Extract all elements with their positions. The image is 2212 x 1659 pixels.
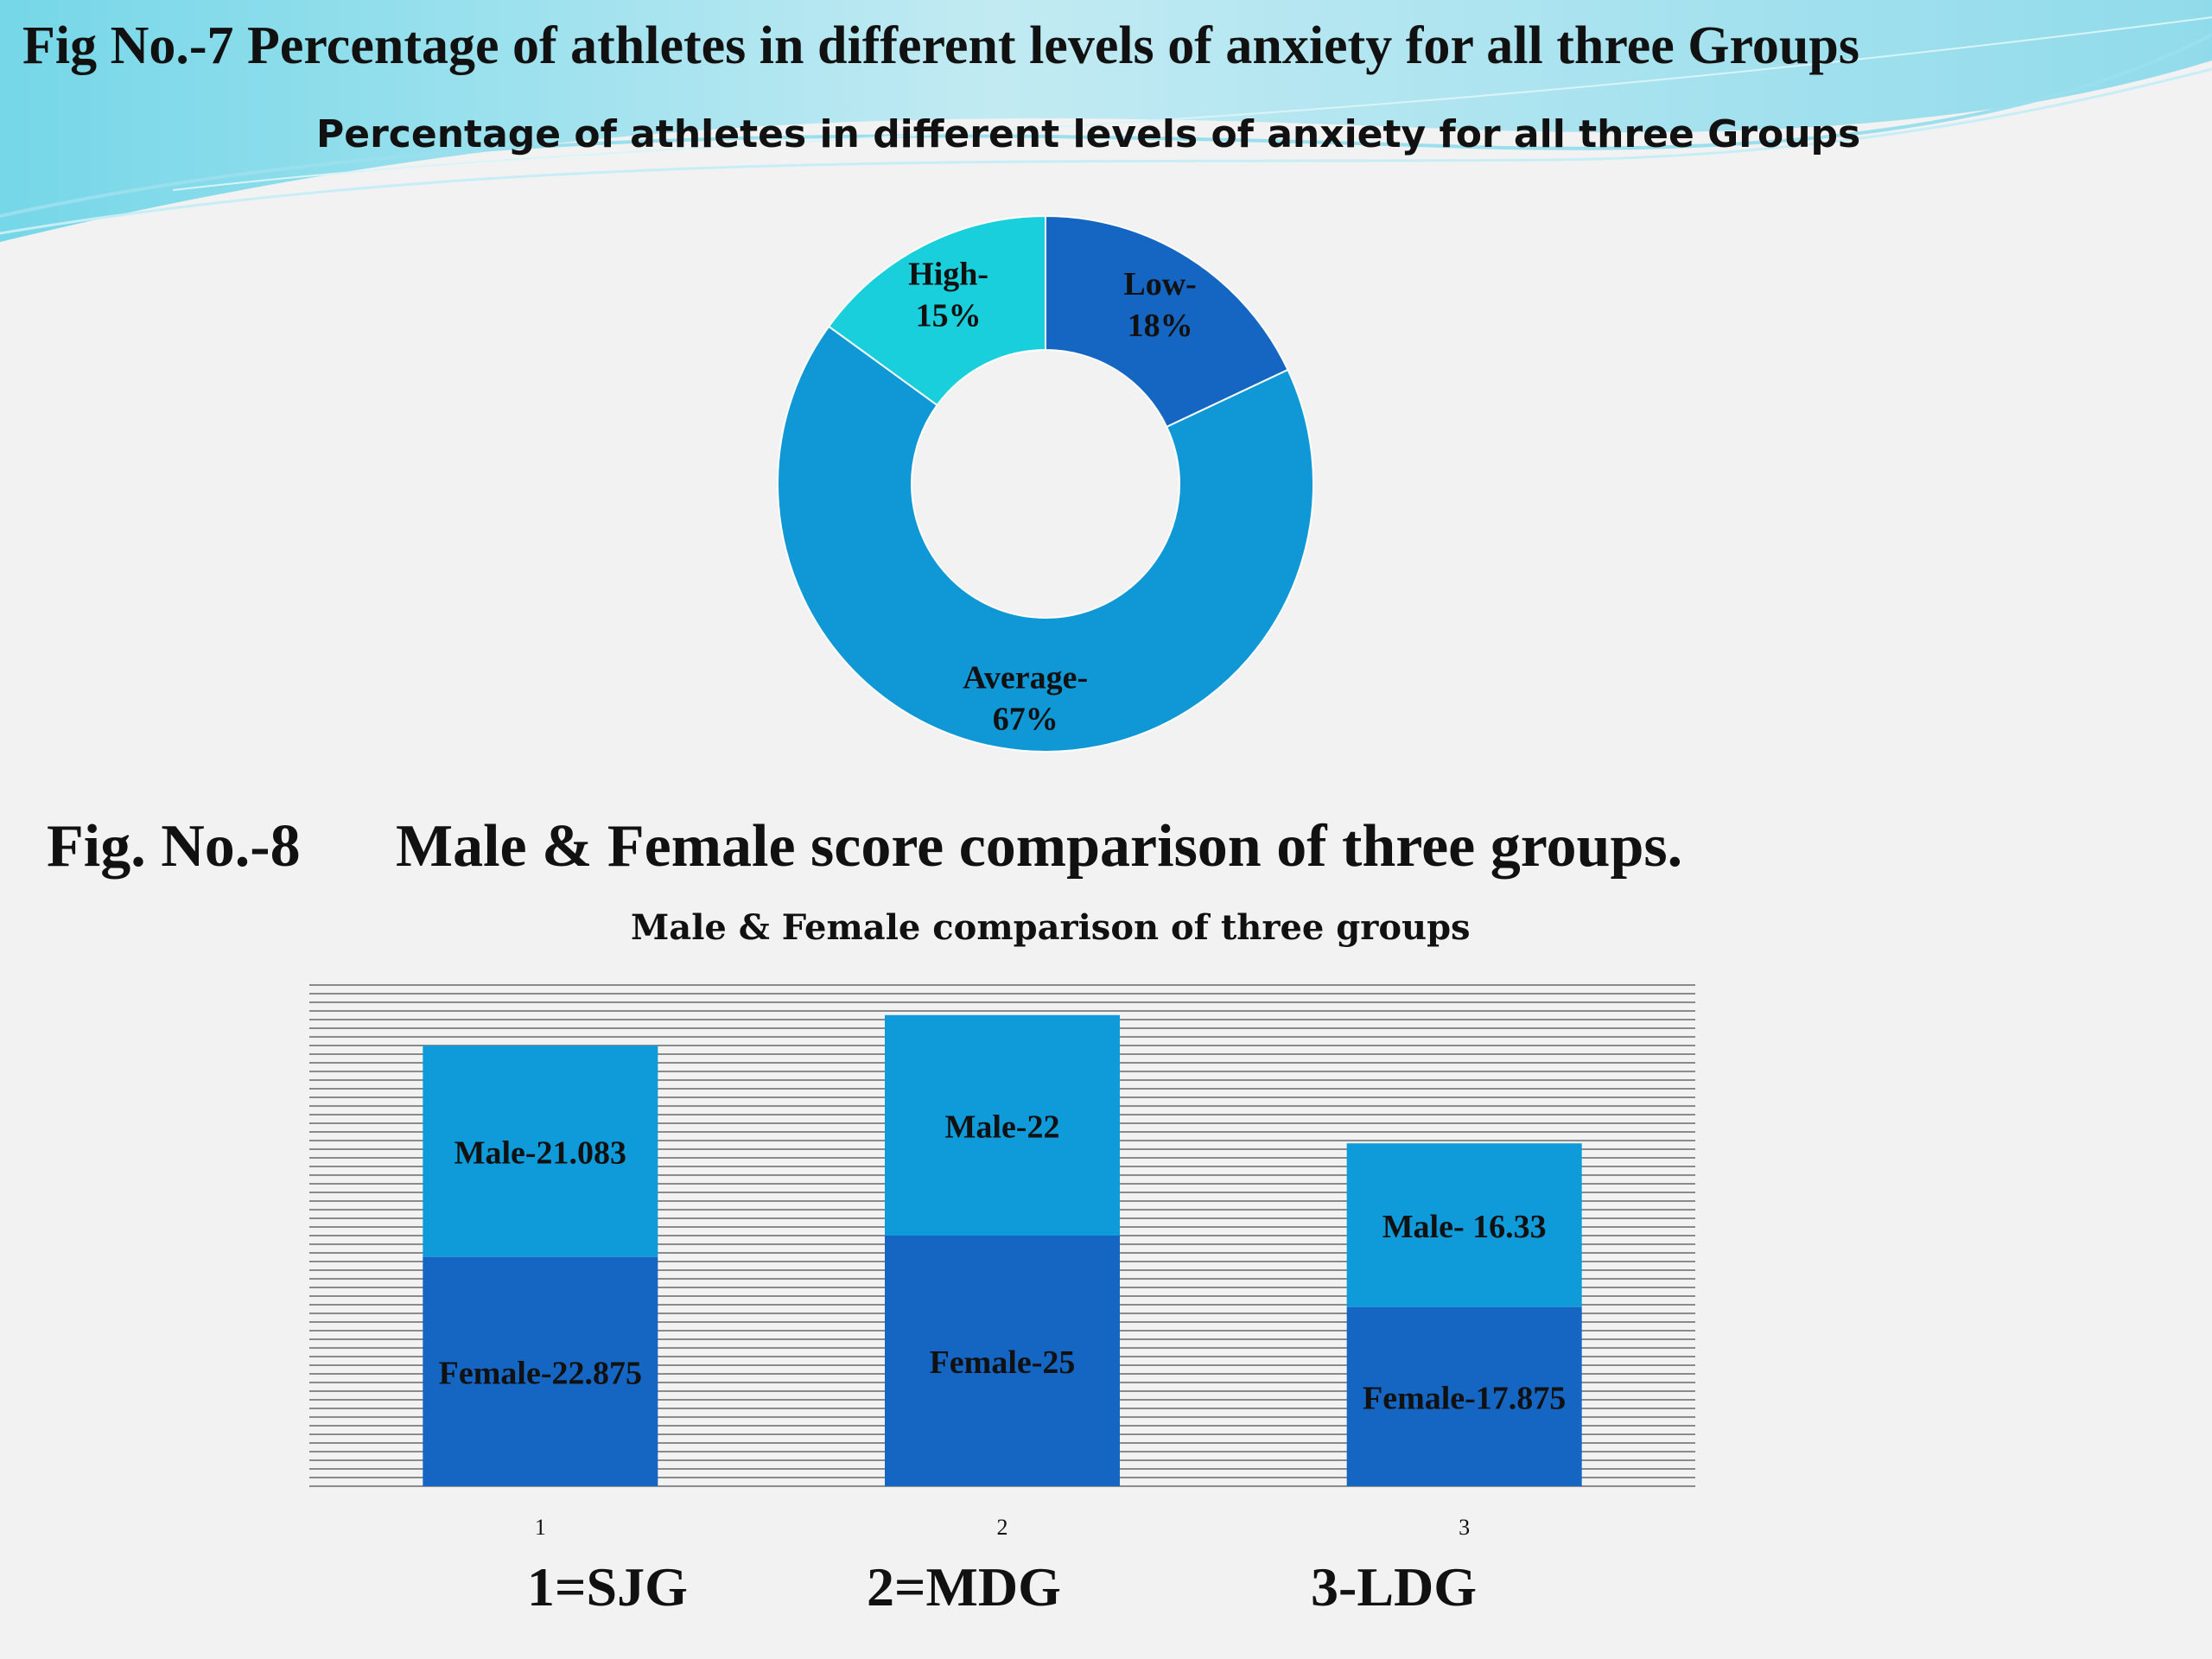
group-legend-2: 2=MDG: [867, 1556, 1061, 1618]
bar-male-3: [1346, 1143, 1582, 1307]
bar-female-3: [1346, 1306, 1582, 1486]
donut-chart-title: Percentage of athletes in different leve…: [316, 112, 1861, 156]
donut-slice-value: 67%: [993, 701, 1058, 737]
x-tick-label: 2: [997, 1515, 1008, 1540]
bar-chart-title: Male & Female comparison of three groups: [631, 907, 1471, 948]
group-legend-1: 1=SJG: [527, 1556, 688, 1618]
donut-slice-high: [827, 214, 1046, 407]
donut-slice-average: [777, 325, 1314, 753]
stacked-bar-chart: Female-22.875 Male-21.083 1 Female-25 Male-2…: [309, 984, 1695, 1540]
bar-data-label: Female-22.875: [439, 1355, 642, 1391]
figure-8-label: Fig. No.-8: [47, 813, 301, 880]
donut-slice-value: 15%: [916, 297, 982, 334]
donut-slice-value: 18%: [1128, 308, 1193, 344]
bar-male-1: [423, 1046, 658, 1257]
header-wave-decoration: [0, 0, 2212, 242]
x-tick-label: 3: [1459, 1515, 1470, 1540]
donut-chart: Low- 18% Average- 67% High- 15%: [777, 214, 1314, 753]
donut-slice-label: High-: [908, 256, 988, 292]
donut-slice-low: [1045, 214, 1289, 429]
x-tick-label: 1: [535, 1515, 546, 1540]
bar-male-2: [885, 1014, 1120, 1236]
bar-female-1: [423, 1256, 658, 1486]
bar-data-label: Male- 16.33: [1382, 1209, 1547, 1245]
bar-data-label: Female-17.875: [1363, 1380, 1566, 1416]
donut-slice-label: Average-: [963, 659, 1088, 696]
bar-data-label: Male-21.083: [454, 1135, 626, 1171]
donut-slice-label: Low-: [1123, 266, 1196, 302]
figure-8-title: Male & Female score comparison of three …: [396, 813, 1683, 880]
bar-data-label: Female-25: [930, 1344, 1076, 1381]
figure-7-title: Fig No.-7 Percentage of athletes in diff…: [22, 16, 1859, 75]
bar-data-label: Male-22: [945, 1109, 1060, 1145]
group-legend-3: 3-LDG: [1311, 1556, 1477, 1618]
bar-female-2: [885, 1236, 1120, 1486]
